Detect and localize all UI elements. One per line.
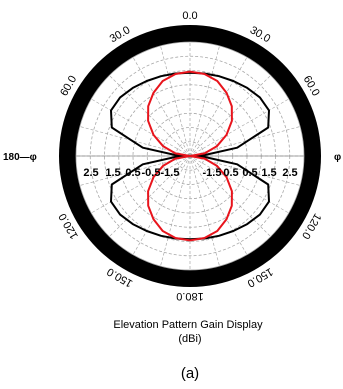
- radial-tick-label: 1.5: [261, 167, 276, 179]
- grid-spoke: [189, 126, 301, 157]
- grid-spoke: [189, 155, 271, 237]
- grid-spoke: [91, 98, 191, 157]
- radial-tick-label: 0.5: [242, 167, 257, 179]
- grid-spoke: [109, 75, 191, 157]
- side-label-right: φ: [334, 152, 341, 163]
- series-line-2: [147, 70, 233, 242]
- radial-tick-label: 2.5: [83, 167, 98, 179]
- grid-spoke: [79, 126, 191, 157]
- angle-label: 180.0: [176, 290, 204, 302]
- grid-spoke: [189, 75, 271, 157]
- grid-spoke: [79, 155, 191, 186]
- radial-tick-label: -1.5: [203, 167, 222, 179]
- figure-caption: (a): [181, 365, 199, 382]
- radial-tick-label: -1.5: [161, 167, 180, 179]
- chart-subtitle: (dBi): [178, 333, 201, 345]
- chart-title: Elevation Pattern Gain Display: [113, 319, 263, 331]
- grid-spoke: [189, 155, 289, 214]
- grid-spoke: [189, 155, 220, 267]
- grid-spoke: [160, 45, 191, 157]
- grid-spoke: [91, 155, 191, 214]
- grid-spoke: [189, 57, 248, 157]
- angle-label: 0.0: [182, 10, 197, 22]
- grid-spoke: [109, 155, 191, 237]
- radial-tick-label: 3.5: [61, 167, 76, 179]
- radial-tick-label: 0.5: [223, 167, 238, 179]
- series-layer: [110, 70, 270, 242]
- grid-spoke: [189, 45, 220, 157]
- grid-spoke: [189, 98, 289, 157]
- radial-tick-label: 0.5: [125, 167, 140, 179]
- radial-tick-label: 2.5: [282, 167, 297, 179]
- grid-spoke: [189, 155, 248, 255]
- series-line-1: [110, 71, 270, 241]
- radial-tick-label: -0.5: [142, 167, 161, 179]
- grid-spoke: [189, 155, 301, 186]
- grid-spoke: [132, 57, 191, 157]
- radial-tick-label: 1.5: [105, 167, 120, 179]
- radial-tick-label: 3.5: [303, 167, 318, 179]
- grid-spoke: [160, 155, 191, 267]
- grid-spoke: [132, 155, 191, 255]
- side-label-left: 180—φ: [3, 152, 37, 163]
